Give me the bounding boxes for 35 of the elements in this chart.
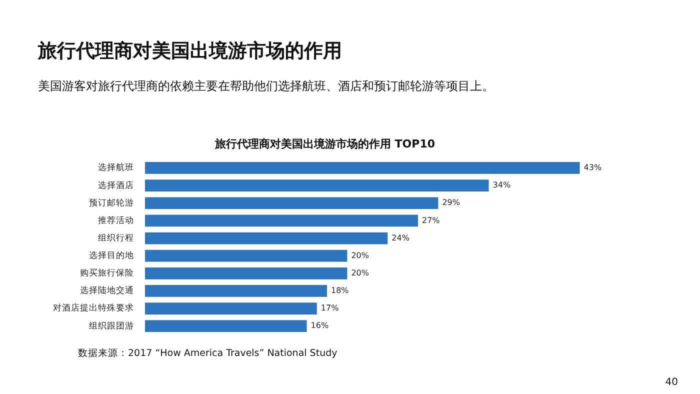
y-tick-label: 选择航班 (98, 162, 134, 174)
data-label: 17% (320, 304, 340, 313)
bar (145, 180, 489, 192)
bar (145, 250, 348, 262)
bar (145, 214, 418, 227)
data-label: 34% (492, 180, 511, 190)
data-label: 43% (584, 163, 602, 172)
y-tick-label: 购买旅行保险 (80, 268, 134, 279)
source-note: 数据来源：2017 “How America Travels” National Study (78, 347, 338, 360)
y-tick-label: 预订邮轮游 (89, 197, 134, 208)
bar (145, 197, 438, 210)
y-tick-label: 选择陆地交通 (80, 285, 134, 296)
y-tick-label: 对酒店提出特殊要求 (53, 302, 134, 314)
y-tick-label: 选择目的地 (89, 250, 134, 262)
bar (145, 267, 348, 280)
data-label: 18% (331, 286, 350, 296)
y-tick-label: 选择酒店 (98, 180, 134, 191)
bar (145, 232, 388, 244)
chart-title: 旅行代理商对美国出境游市场的作用 TOP10 (214, 137, 436, 150)
data-label: 24% (392, 233, 410, 242)
bar (145, 320, 307, 332)
text: 40 (665, 377, 678, 388)
chart-subtitle: 美国游客对旅行代理商的依赖主要在帮助他们选择航班、酒店和预订邮轮游等项目上。 (38, 78, 494, 95)
y-tick-label: 推荐活动 (98, 214, 134, 226)
bar (145, 285, 327, 297)
text: 旅行代理商对美国出境游市场的作用 (38, 39, 342, 64)
data-label: 27% (422, 216, 440, 225)
bar (145, 162, 580, 174)
bar (145, 302, 317, 314)
y-tick-label: 组织跟团游 (89, 320, 134, 332)
data-label: 29% (442, 198, 460, 208)
y-tick-label: 组织行程 (98, 232, 134, 244)
data-label: 20% (351, 250, 370, 260)
data-label: 20% (351, 268, 370, 278)
data-label: 16% (310, 321, 329, 330)
